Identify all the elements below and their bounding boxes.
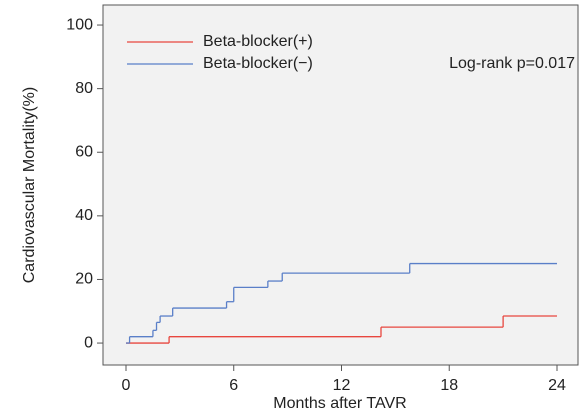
x-tick-label: 24 bbox=[548, 377, 566, 394]
y-tick-label: 0 bbox=[84, 334, 93, 351]
y-tick-label: 60 bbox=[75, 143, 93, 160]
x-tick-label: 0 bbox=[122, 377, 131, 394]
y-tick-label: 40 bbox=[75, 207, 93, 224]
x-axis-label: Months after TAVR bbox=[273, 395, 406, 408]
legend-label: Beta-blocker(−) bbox=[203, 55, 313, 72]
y-tick-label: 80 bbox=[75, 80, 93, 97]
plot-area bbox=[102, 4, 579, 366]
x-tick-label: 12 bbox=[333, 377, 351, 394]
x-tick-label: 18 bbox=[440, 377, 458, 394]
y-tick-label: 100 bbox=[66, 16, 93, 33]
y-tick-label: 20 bbox=[75, 271, 93, 288]
annotation: Log-rank p=0.017 bbox=[449, 55, 575, 72]
legend-label: Beta-blocker(+) bbox=[203, 33, 313, 50]
y-axis-label: Cardiovascular Mortality(%) bbox=[21, 87, 38, 284]
x-tick-label: 6 bbox=[229, 377, 238, 394]
